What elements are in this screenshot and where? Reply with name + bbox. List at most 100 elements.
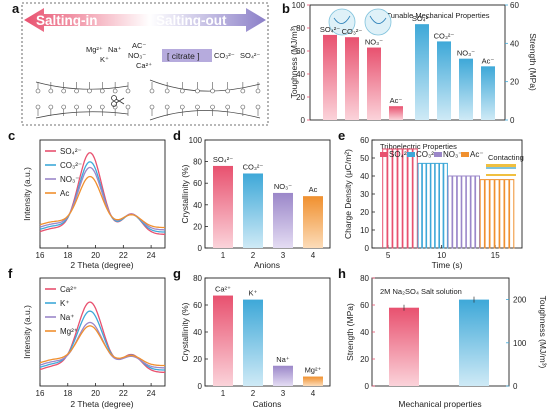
- panel-h-toughness-bar: [459, 299, 489, 386]
- panel-label-d: d: [173, 128, 181, 143]
- crys-yticklabel: 20: [193, 222, 202, 231]
- panel-b-strength-label: SO₄²⁻: [412, 14, 432, 23]
- salting-out-arrow: [150, 8, 266, 32]
- panel-f-frame: [39, 277, 166, 387]
- crys-yticklabel: 60: [193, 179, 202, 188]
- chain-bead: [112, 88, 118, 94]
- chain-bead: [225, 88, 231, 94]
- xrd-legend-label: Mg²⁺: [60, 327, 78, 336]
- chain-bead: [35, 88, 41, 94]
- panel-e-chart: Time (s) Charge Density (μC/m²) Triboele…: [343, 136, 524, 270]
- panel-b-toughness-label: SO₄²⁻: [320, 25, 340, 34]
- crys-xticklabel: 3: [281, 251, 286, 260]
- panel-h-yticklabel-left: 40: [360, 328, 369, 337]
- chain-left-top: [35, 81, 129, 90]
- xrd-legend-label: CO₃²⁻: [60, 161, 82, 170]
- chain-right-bottom: [149, 110, 261, 121]
- tribo-legend-label: Ac⁻: [470, 150, 484, 159]
- panel-b-yticklabel-left: 60: [296, 47, 305, 56]
- panel-h-yticklabel-left: 80: [360, 274, 369, 283]
- panel-b-strength-bar: [481, 66, 495, 120]
- chain-bead: [99, 88, 105, 94]
- chain-bead: [255, 88, 261, 94]
- panel-label-g: g: [173, 266, 181, 281]
- chain-beads: [35, 82, 261, 116]
- chain-bead: [87, 88, 92, 94]
- tribo-series-line: [479, 179, 515, 249]
- panel-e-xlabel: Time (s): [432, 260, 463, 270]
- panel-b-strength-bar: [437, 41, 451, 120]
- chain-right-top: [149, 79, 261, 92]
- panel-b-chart: Toughness (MJ/m³) Strength (MPa) Tunable…: [289, 1, 538, 125]
- panel-b-toughness-bar: [367, 47, 381, 120]
- panel-c-frame: [39, 139, 166, 249]
- crys-xticklabel: 2: [251, 251, 256, 260]
- chain-bead: [149, 88, 155, 94]
- crys-bar-label: CO₃²⁻: [243, 162, 264, 171]
- chain-bead: [210, 88, 215, 94]
- xrd-series-line: [39, 152, 165, 235]
- panel-label-c: c: [8, 128, 15, 143]
- tribo-xticklabel: 5: [386, 251, 391, 260]
- crys-yticklabel: 80: [193, 158, 202, 167]
- crys-xticklabel: 4: [311, 389, 316, 398]
- panel-c-chart: 2 Theta (degree) Intensity (a.u.) 16 18 20…: [22, 139, 166, 270]
- xrd-series-line: [39, 301, 165, 373]
- xrd-xticklabel: 20: [91, 251, 100, 260]
- polymer-chain-schematic: [35, 79, 261, 121]
- xrd-xticklabel: 20: [91, 389, 100, 398]
- panel-g-ylabel: Crystallinity (%): [180, 302, 190, 361]
- panel-e-annotation: Triboelectric Properties: [380, 142, 457, 151]
- xrd-series-line: [39, 166, 165, 231]
- crys-bar: [273, 192, 293, 248]
- crys-bar: [243, 299, 263, 386]
- chain-bead: [87, 104, 92, 110]
- crys-yticklabel: 0: [198, 382, 203, 391]
- panel-b-frame: [309, 4, 506, 121]
- contacting-inset: Contacting: [486, 153, 524, 176]
- xrd-series-line: [39, 310, 166, 371]
- panel-b-yticklabel-right: 40: [510, 39, 519, 48]
- chain-bead: [240, 104, 246, 110]
- crys-bar-label: NO₃⁻: [274, 182, 292, 191]
- xrd-xticklabel: 16: [36, 251, 45, 260]
- panel-h-ylabel-right: Toughness (MJ/m³): [538, 296, 548, 369]
- crys-xticklabel: 3: [281, 389, 286, 398]
- ion-na: Na⁺: [108, 45, 122, 54]
- tribo-series-line: [447, 175, 481, 249]
- panel-b-ylabel-right: Strength (MPa): [528, 33, 538, 91]
- crys-bar: [303, 196, 323, 248]
- panel-b-toughness-bar: [345, 37, 359, 121]
- tribo-yticklabel: 20: [360, 208, 369, 217]
- ion-ac: AC⁻: [132, 41, 146, 50]
- xrd-legend-label: K⁺: [60, 299, 70, 308]
- xrd-series-line: [39, 175, 165, 229]
- xrd-legend-label: SO₄²⁻: [60, 147, 82, 156]
- crys-bar-label: Mg²⁺: [305, 366, 322, 375]
- panel-d-chart: Anions Crystallinity (%) 0 20 40 60 80 100 SO₄…: [180, 136, 331, 270]
- ion-so4: SO₄²⁻: [240, 51, 260, 60]
- panel-b-yticklabel-left: 40: [296, 70, 305, 79]
- crys-yticklabel: 100: [189, 136, 203, 145]
- tribo-legend-label: CO₃²⁻: [416, 150, 438, 159]
- chain-bead: [179, 104, 185, 110]
- panel-label-a: a: [12, 1, 20, 16]
- tribo-yticklabel: 40: [360, 172, 369, 181]
- crys-xticklabel: 2: [251, 389, 256, 398]
- crys-xticklabel: 4: [311, 251, 316, 260]
- ion-ca: Ca²⁺: [136, 61, 152, 70]
- panel-b-annotation-line1: Tunable Mechanical Properties: [386, 11, 489, 20]
- crys-bar: [243, 173, 263, 248]
- crys-yticklabel: 60: [193, 301, 202, 310]
- tribo-series-line: [382, 148, 419, 249]
- chain-bead: [195, 88, 200, 94]
- panel-b-yticklabel-right: 0: [510, 116, 515, 125]
- crys-bar-label: Na⁺: [276, 355, 290, 364]
- chain-bead: [164, 104, 170, 110]
- panel-label-f: f: [8, 266, 13, 281]
- tribo-legend-swatch: [380, 152, 388, 157]
- tribo-legend-swatch: [434, 152, 442, 157]
- panel-h-yticklabel-left: 60: [360, 301, 369, 310]
- panel-b-yticklabel-left: 20: [296, 93, 305, 102]
